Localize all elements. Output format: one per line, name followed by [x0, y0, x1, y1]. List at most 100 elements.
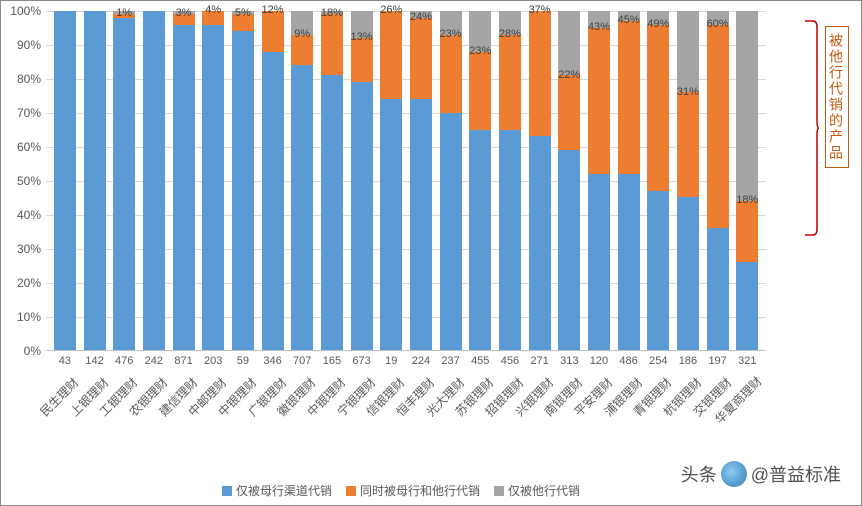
side-annotation-box: 被他行代销的产品 [825, 26, 849, 168]
bar-segment-only_parent [262, 52, 284, 350]
chart-container: 0%10%20%30%40%50%60%70%80%90%100% 1%3%4%… [0, 0, 862, 506]
y-tick: 10% [1, 310, 41, 324]
y-tick: 90% [1, 38, 41, 52]
y-tick: 80% [1, 72, 41, 86]
plot-area: 1%3%4%5%12%9%18%13%26%24%23%23%28%37%22%… [46, 11, 766, 351]
bar-column: 26% [376, 11, 406, 350]
stacked-bar [143, 11, 165, 350]
bar-data-label: 18% [321, 7, 343, 19]
x-count: 242 [139, 355, 169, 367]
bar-data-label: 28% [499, 28, 521, 40]
watermark: 头条 @普益标准 [681, 461, 841, 487]
bar-segment-both [410, 18, 432, 99]
watermark-prefix: 头条 [681, 461, 717, 487]
stacked-bar [380, 11, 402, 350]
stacked-bar [647, 11, 669, 350]
bar-segment-both [618, 21, 640, 174]
bar-column: 22% [554, 11, 584, 350]
x-count: 59 [228, 355, 258, 367]
bar-column: 3% [169, 11, 199, 350]
bar-segment-only_parent [440, 113, 462, 350]
stacked-bar [202, 11, 224, 350]
bar-data-label: 1% [116, 7, 132, 19]
bar-column: 45% [614, 11, 644, 350]
bar-data-label: 9% [294, 28, 310, 40]
bar-segment-only_parent [499, 130, 521, 350]
bar-segment-both [647, 25, 669, 191]
bar-column: 49% [643, 11, 673, 350]
bar-column: 28% [495, 11, 525, 350]
bar-column: 4% [198, 11, 228, 350]
stacked-bar [707, 11, 729, 350]
x-count: 707 [287, 355, 317, 367]
bar-segment-only_other [558, 11, 580, 75]
x-count: 186 [673, 355, 703, 367]
stacked-bar [291, 11, 313, 350]
x-axis-counts: 4314247624287120359346707165673192242374… [46, 355, 766, 367]
bar-segment-only_parent [469, 130, 491, 350]
stacked-bar [618, 11, 640, 350]
legend-item: 同时被母行和他行代销 [346, 482, 480, 499]
bar-column: 18% [732, 11, 762, 350]
x-count: 203 [198, 355, 228, 367]
stacked-bar [321, 11, 343, 350]
stacked-bar [677, 11, 699, 350]
x-count: 871 [169, 355, 199, 367]
stacked-bar [84, 11, 106, 350]
bar-segment-only_parent [647, 191, 669, 350]
stacked-bar [499, 11, 521, 350]
bar-column: 23% [436, 11, 466, 350]
x-category-label: 华夏商理财 [732, 373, 762, 453]
bar-segment-only_parent [173, 25, 195, 350]
x-count: 456 [495, 355, 525, 367]
bar-segment-both [499, 35, 521, 130]
stacked-bar [232, 11, 254, 350]
stacked-bar [588, 11, 610, 350]
bar-segment-only_parent [558, 150, 580, 350]
bar-column: 13% [347, 11, 377, 350]
y-tick: 100% [1, 4, 41, 18]
bar-column: 5% [228, 11, 258, 350]
bar-column [139, 11, 169, 350]
bar-segment-both [588, 28, 610, 174]
bar-segment-only_parent [84, 11, 106, 350]
x-count: 254 [643, 355, 673, 367]
stacked-bar [410, 11, 432, 350]
bar-segment-both [440, 35, 462, 113]
bar-data-label: 43% [588, 21, 610, 33]
bar-segment-both [677, 92, 699, 197]
bar-data-label: 60% [707, 18, 729, 30]
bar-segment-only_parent [143, 11, 165, 350]
bar-segment-only_parent [707, 228, 729, 350]
bar-segment-only_parent [351, 82, 373, 350]
stacked-bar [558, 11, 580, 350]
stacked-bar [529, 11, 551, 350]
bars-group: 1%3%4%5%12%9%18%13%26%24%23%23%28%37%22%… [46, 11, 766, 350]
watermark-handle: @普益标准 [751, 461, 841, 487]
y-tick: 60% [1, 140, 41, 154]
legend-item: 仅被母行渠道代销 [222, 482, 332, 499]
x-count: 346 [258, 355, 288, 367]
bar-data-label: 26% [380, 4, 402, 16]
bar-segment-only_parent [618, 174, 640, 350]
bar-column: 60% [703, 11, 733, 350]
bar-segment-only_parent [529, 136, 551, 350]
x-count: 120 [584, 355, 614, 367]
x-count: 224 [406, 355, 436, 367]
x-count: 197 [703, 355, 733, 367]
bar-data-label: 22% [558, 69, 580, 81]
bar-segment-only_parent [736, 262, 758, 350]
x-count: 476 [109, 355, 139, 367]
bar-segment-both [351, 38, 373, 82]
x-axis-labels: 民生理财上银理财工银理财农银理财建信理财中邮理财中银理财广银理财徽银理财中银理财… [46, 373, 766, 453]
bar-column: 1% [109, 11, 139, 350]
x-count: 142 [80, 355, 110, 367]
bar-data-label: 37% [529, 4, 551, 16]
bar-data-label: 45% [618, 14, 640, 26]
bar-data-label: 49% [647, 18, 669, 30]
bar-column: 18% [317, 11, 347, 350]
bar-column: 24% [406, 11, 436, 350]
bar-segment-both [529, 11, 551, 136]
y-tick: 20% [1, 276, 41, 290]
bar-data-label: 3% [176, 7, 192, 19]
